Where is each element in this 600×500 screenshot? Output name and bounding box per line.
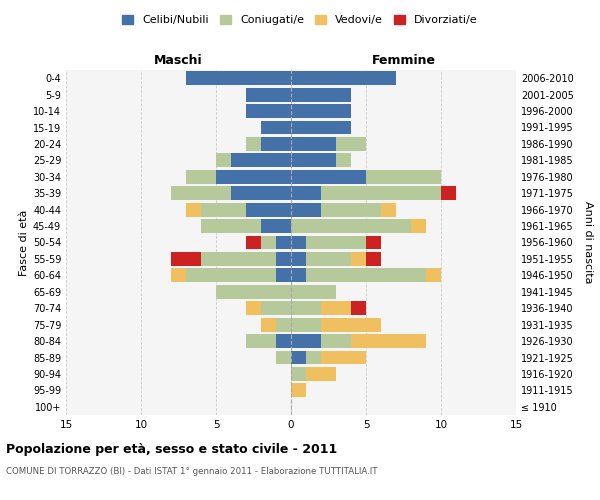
Text: Maschi: Maschi [154, 54, 203, 68]
Bar [276, 334, 291, 348]
Bar [276, 236, 291, 250]
Bar [171, 268, 186, 282]
Bar [291, 268, 306, 282]
Bar [306, 252, 351, 266]
Bar [291, 285, 336, 299]
Bar [291, 170, 366, 184]
Bar [351, 252, 366, 266]
Bar [261, 318, 276, 332]
Bar [291, 301, 321, 315]
Bar [201, 219, 261, 233]
Bar [246, 137, 261, 151]
Bar [336, 137, 366, 151]
Bar [261, 236, 276, 250]
Bar [426, 268, 441, 282]
Bar [321, 202, 381, 216]
Bar [306, 367, 336, 381]
Bar [291, 154, 336, 168]
Bar [261, 219, 291, 233]
Bar [366, 236, 381, 250]
Bar [186, 170, 216, 184]
Bar [441, 186, 456, 200]
Bar [291, 252, 306, 266]
Bar [291, 384, 306, 398]
Bar [351, 334, 426, 348]
Y-axis label: Fasce di età: Fasce di età [19, 210, 29, 276]
Bar [201, 202, 246, 216]
Text: Popolazione per età, sesso e stato civile - 2011: Popolazione per età, sesso e stato civil… [6, 442, 337, 456]
Bar [411, 219, 426, 233]
Bar [321, 186, 441, 200]
Bar [276, 268, 291, 282]
Bar [366, 252, 381, 266]
Bar [321, 301, 351, 315]
Bar [231, 186, 291, 200]
Bar [171, 186, 231, 200]
Bar [186, 71, 291, 85]
Bar [306, 350, 321, 364]
Bar [291, 334, 321, 348]
Bar [366, 170, 441, 184]
Bar [246, 236, 261, 250]
Bar [381, 202, 396, 216]
Bar [291, 318, 321, 332]
Bar [246, 202, 291, 216]
Bar [231, 154, 291, 168]
Bar [261, 137, 291, 151]
Bar [291, 350, 306, 364]
Bar [246, 88, 291, 102]
Bar [291, 186, 321, 200]
Bar [186, 202, 201, 216]
Bar [246, 334, 276, 348]
Bar [291, 367, 306, 381]
Legend: Celibi/Nubili, Coniugati/e, Vedovi/e, Divorziati/e: Celibi/Nubili, Coniugati/e, Vedovi/e, Di… [118, 10, 482, 30]
Bar [291, 137, 336, 151]
Bar [216, 170, 291, 184]
Bar [261, 301, 291, 315]
Bar [276, 318, 291, 332]
Bar [216, 285, 291, 299]
Bar [186, 268, 276, 282]
Bar [291, 71, 396, 85]
Bar [321, 318, 381, 332]
Bar [321, 350, 366, 364]
Bar [201, 252, 276, 266]
Y-axis label: Anni di nascita: Anni di nascita [583, 201, 593, 283]
Bar [351, 301, 366, 315]
Bar [306, 236, 366, 250]
Bar [246, 301, 261, 315]
Bar [291, 120, 351, 134]
Bar [291, 202, 321, 216]
Bar [261, 120, 291, 134]
Bar [291, 236, 306, 250]
Bar [291, 104, 351, 118]
Bar [216, 154, 231, 168]
Bar [291, 219, 411, 233]
Text: Femmine: Femmine [371, 54, 436, 68]
Bar [246, 104, 291, 118]
Bar [321, 334, 351, 348]
Bar [171, 252, 201, 266]
Bar [276, 350, 291, 364]
Bar [336, 154, 351, 168]
Bar [276, 252, 291, 266]
Bar [306, 268, 426, 282]
Text: COMUNE DI TORRAZZO (BI) - Dati ISTAT 1° gennaio 2011 - Elaborazione TUTTITALIA.I: COMUNE DI TORRAZZO (BI) - Dati ISTAT 1° … [6, 468, 377, 476]
Bar [291, 88, 351, 102]
